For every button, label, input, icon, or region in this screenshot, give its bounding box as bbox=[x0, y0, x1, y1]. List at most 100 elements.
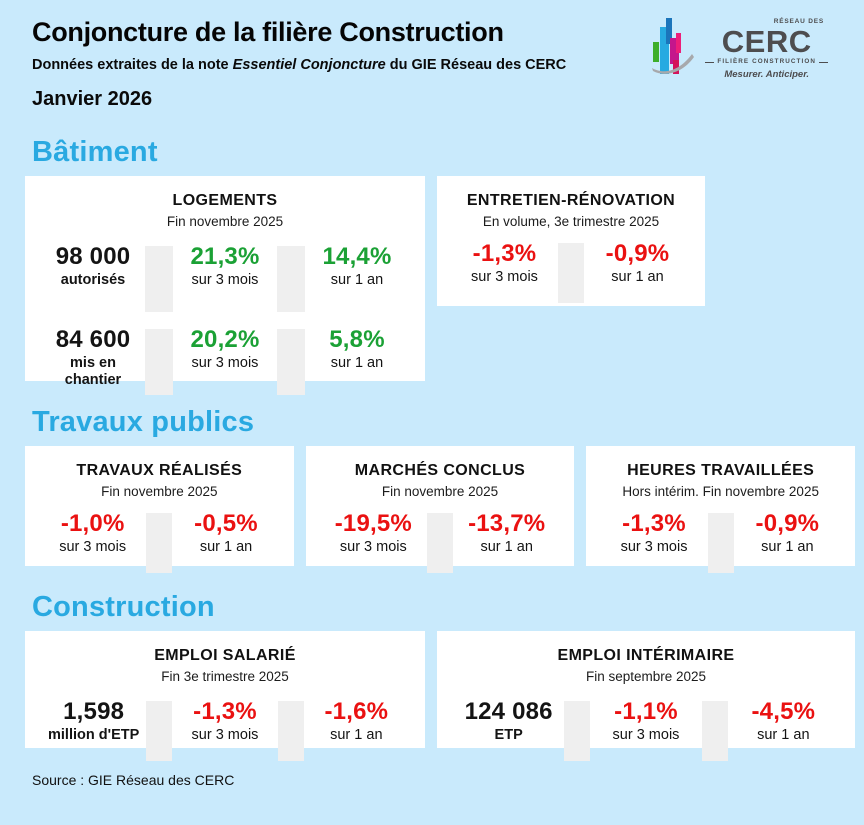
card-marches-conclus-title: MARCHÉS CONCLUS bbox=[354, 462, 526, 479]
metric-label: sur 3 mois bbox=[339, 539, 407, 555]
card-logements-title: LOGEMENTS bbox=[172, 192, 278, 209]
metric-value: -19,5% bbox=[334, 510, 412, 537]
column-divider bbox=[427, 513, 454, 573]
card-heures-travaillees-period: Hors intérim. Fin novembre 2025 bbox=[622, 484, 819, 499]
metric-value: 21,3% bbox=[190, 243, 260, 270]
metric-marches-3mois: -19,5% sur 3 mois bbox=[320, 511, 427, 556]
card-emploi-salarie-title: EMPLOI SALARIÉ bbox=[154, 647, 296, 664]
metric-value: -0,9% bbox=[605, 240, 670, 267]
logements-row-autorises: 98 000 autorisés 21,3% sur 3 mois 14,4% … bbox=[25, 244, 425, 312]
column-divider bbox=[701, 701, 728, 761]
construction-cards-row: EMPLOI SALARIÉ Fin 3e trimestre 2025 1,5… bbox=[0, 631, 864, 761]
page-title: Conjoncture de la filière Construction bbox=[32, 17, 504, 47]
metric-autorises-1an: 14,4% sur 1 an bbox=[305, 244, 409, 289]
card-logements: LOGEMENTS Fin novembre 2025 98 000 autor… bbox=[25, 176, 425, 395]
card-logements-period: Fin novembre 2025 bbox=[166, 214, 284, 229]
metric-travaux-3mois: -1,0% sur 3 mois bbox=[39, 511, 146, 556]
logements-row-chantier: 84 600 mis en chantier 20,2% sur 3 mois … bbox=[25, 327, 425, 395]
metric-label: sur 1 an bbox=[761, 539, 814, 555]
metric-heures-3mois: -1,3% sur 3 mois bbox=[600, 511, 707, 556]
logo-network-label: RÉSEAU DES bbox=[773, 17, 824, 25]
metric-label: sur 3 mois bbox=[191, 727, 259, 743]
metric-value: -1,3% bbox=[472, 240, 537, 267]
column-divider bbox=[145, 246, 173, 312]
page-header: Conjoncture de la filière Construction D… bbox=[0, 0, 864, 111]
card-emploi-interimaire-title: EMPLOI INTÉRIMAIRE bbox=[557, 647, 735, 664]
card-travaux-realises-title: TRAVAUX RÉALISÉS bbox=[76, 462, 243, 479]
page-subtitle: Données extraites de la note Essentiel C… bbox=[32, 57, 832, 73]
metric-label: sur 1 an bbox=[330, 272, 384, 288]
card-heures-travaillees-title: HEURES TRAVAILLÉES bbox=[627, 462, 815, 479]
card-marches-conclus-period: Fin novembre 2025 bbox=[381, 484, 499, 499]
column-divider bbox=[277, 701, 304, 761]
metric-value: -4,5% bbox=[751, 698, 816, 725]
metric-etp-total: 1,598 million d'ETP bbox=[41, 699, 146, 744]
entretien-row: -1,3% sur 3 mois -0,9% sur 1 an bbox=[437, 241, 705, 303]
metric-label: sur 1 an bbox=[330, 355, 384, 371]
metric-value: 14,4% bbox=[322, 243, 392, 270]
column-divider bbox=[564, 701, 591, 761]
card-marches-conclus: MARCHÉS CONCLUS Fin novembre 2025 -19,5%… bbox=[305, 446, 575, 573]
metric-label: sur 1 an bbox=[480, 539, 533, 555]
section-heading-construction: Construction bbox=[32, 591, 215, 623]
metric-heures-1an: -0,9% sur 1 an bbox=[734, 511, 841, 556]
logo-tagline: Mesurer. Anticiper. bbox=[724, 68, 810, 80]
metric-chantier-1an: 5,8% sur 1 an bbox=[305, 327, 409, 372]
metric-salarie-1an: -1,6% sur 1 an bbox=[304, 699, 409, 744]
metric-value: -1,1% bbox=[614, 698, 678, 725]
metric-label: sur 3 mois bbox=[191, 355, 259, 371]
card-entretien-title: ENTRETIEN-RÉNOVATION bbox=[466, 192, 676, 209]
column-divider bbox=[558, 243, 584, 303]
source-note: Source : GIE Réseau des CERC bbox=[32, 772, 235, 788]
column-divider bbox=[146, 701, 173, 761]
metric-label: million d'ETP bbox=[48, 727, 140, 743]
metric-label: sur 3 mois bbox=[620, 539, 688, 555]
metric-value: -1,0% bbox=[60, 510, 125, 537]
metric-value: -1,6% bbox=[324, 698, 389, 725]
metric-interim-1an: -4,5% sur 1 an bbox=[728, 699, 839, 744]
card-entretien-period: En volume, 3e trimestre 2025 bbox=[482, 214, 660, 229]
section-batiment: Bâtiment LOGEMENTS Fin novembre 2025 98 … bbox=[0, 136, 864, 395]
card-travaux-realises: TRAVAUX RÉALISÉS Fin novembre 2025 -1,0%… bbox=[25, 446, 294, 573]
travaux-realises-row: -1,0% sur 3 mois -0,5% sur 1 an bbox=[25, 511, 294, 573]
emploi-interimaire-row: 124 086 ETP -1,1% sur 3 mois -4,5% sur 1… bbox=[437, 699, 855, 761]
metric-chantier-3mois: 20,2% sur 3 mois bbox=[173, 327, 277, 372]
heures-travaillees-row: -1,3% sur 3 mois -0,9% sur 1 an bbox=[586, 511, 855, 573]
metric-value: 20,2% bbox=[190, 326, 260, 353]
metric-salarie-3mois: -1,3% sur 3 mois bbox=[172, 699, 277, 744]
metric-label: sur 1 an bbox=[199, 539, 253, 555]
logo-filiere-label: FILIÈRE CONSTRUCTION bbox=[705, 59, 828, 66]
metric-entretien-3mois: -1,3% sur 3 mois bbox=[451, 241, 558, 286]
cerc-logo-mark-icon bbox=[652, 18, 695, 74]
metric-label: sur 1 an bbox=[757, 727, 810, 743]
metric-mis-en-chantier: 84 600 mis en chantier bbox=[41, 327, 145, 389]
cerc-logo: RÉSEAU DES CERC FILIÈRE CONSTRUCTION Mes… bbox=[652, 16, 828, 82]
travaux-publics-cards-row: TRAVAUX RÉALISÉS Fin novembre 2025 -1,0%… bbox=[0, 446, 864, 573]
column-divider bbox=[146, 513, 173, 573]
section-travaux-publics: Travaux publics TRAVAUX RÉALISÉS Fin nov… bbox=[0, 406, 864, 573]
issue-date: Janvier 2026 bbox=[32, 88, 153, 110]
subtitle-suffix: du GIE Réseau des CERC bbox=[385, 57, 567, 73]
metric-value: 84 600 bbox=[55, 326, 131, 353]
metric-autorises: 98 000 autorisés bbox=[41, 244, 145, 289]
batiment-cards-row: LOGEMENTS Fin novembre 2025 98 000 autor… bbox=[0, 176, 864, 395]
metric-value: -0,9% bbox=[755, 510, 820, 537]
marches-conclus-row: -19,5% sur 3 mois -13,7% sur 1 an bbox=[306, 511, 575, 573]
section-heading-travaux-publics: Travaux publics bbox=[32, 406, 255, 438]
metric-autorises-3mois: 21,3% sur 3 mois bbox=[173, 244, 277, 289]
metric-value: 124 086 bbox=[464, 698, 553, 725]
metric-value: -1,3% bbox=[193, 698, 257, 725]
metric-label: sur 3 mois bbox=[191, 272, 259, 288]
column-divider bbox=[145, 329, 173, 395]
metric-marches-1an: -13,7% sur 1 an bbox=[453, 511, 560, 556]
card-entretien-renovation: ENTRETIEN-RÉNOVATION En volume, 3e trime… bbox=[437, 176, 705, 306]
metric-entretien-1an: -0,9% sur 1 an bbox=[584, 241, 691, 286]
cerc-logo-text: RÉSEAU DES CERC FILIÈRE CONSTRUCTION Mes… bbox=[705, 17, 828, 80]
card-heures-travaillees: HEURES TRAVAILLÉES Hors intérim. Fin nov… bbox=[586, 446, 856, 573]
section-heading-batiment: Bâtiment bbox=[32, 136, 158, 168]
metric-interim-3mois: -1,1% sur 3 mois bbox=[590, 699, 701, 744]
subtitle-note-name: Essentiel Conjoncture bbox=[232, 57, 386, 73]
card-emploi-salarie-period: Fin 3e trimestre 2025 bbox=[161, 669, 289, 684]
metric-label: sur 1 an bbox=[330, 727, 383, 743]
